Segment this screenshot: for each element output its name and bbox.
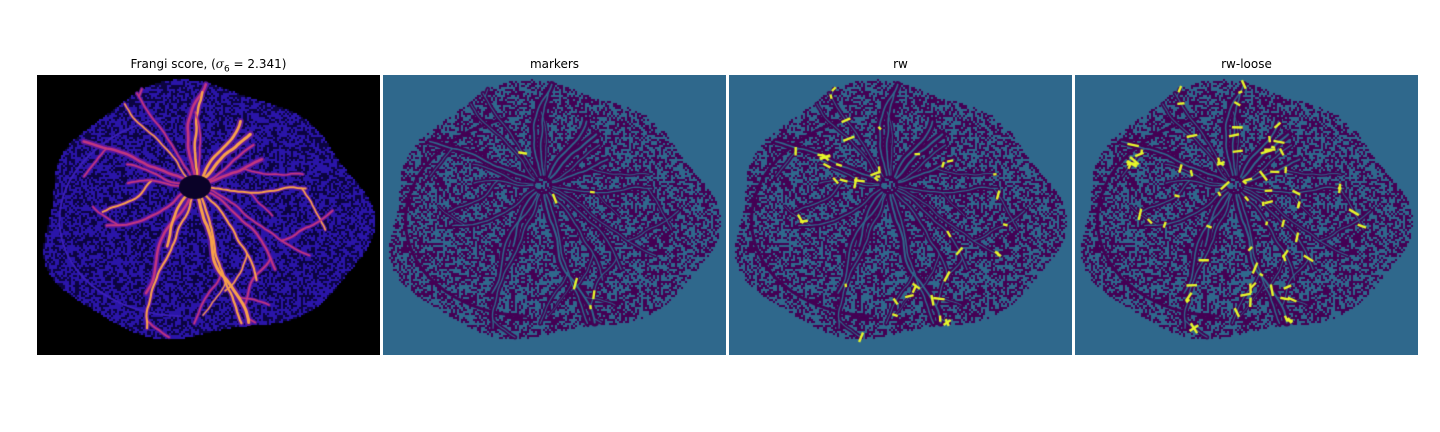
frangi-title-prefix: Frangi score, ( [130,57,216,71]
frangi-title-sigma: σ [215,57,224,71]
rw-loose-panel-title: rw-loose [1221,57,1272,71]
markers-panel-title: markers [529,57,580,71]
frangi-title-suffix: = 2.341) [229,57,287,71]
rw-loose-image [1075,75,1418,355]
rw-image [729,75,1072,355]
markers-panel: markers [383,57,726,355]
rw-panel-title: rw [893,57,908,71]
markers-image [383,75,726,355]
frangi-title-subscript: 6 [224,64,230,75]
frangi-image [37,75,380,355]
rw-panel: rw [729,57,1072,355]
frangi-panel-title: Frangi score, (σ6 = 2.341) [37,57,380,74]
frangi-panel: Frangi score, (σ6 = 2.341) [37,57,380,355]
rw-loose-panel: rw-loose [1075,57,1418,355]
